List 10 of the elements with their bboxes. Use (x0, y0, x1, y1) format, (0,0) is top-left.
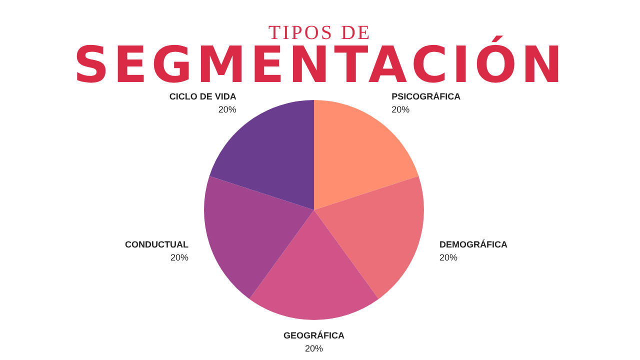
slice-label: CONDUCTUAL (124, 239, 189, 250)
slice-label: PSICOGRÁFICA (392, 92, 462, 102)
data-label: 20% (170, 252, 188, 262)
slice-label: DEMOGRÁFICA (440, 239, 508, 250)
data-label: 20% (392, 104, 410, 115)
slice-label: GEOGRÁFICA (283, 330, 345, 340)
data-label: 20% (440, 252, 458, 262)
data-label: 20% (218, 104, 236, 115)
slice-label: CICLO DE VIDA (169, 92, 237, 102)
data-label: 20% (304, 343, 324, 354)
